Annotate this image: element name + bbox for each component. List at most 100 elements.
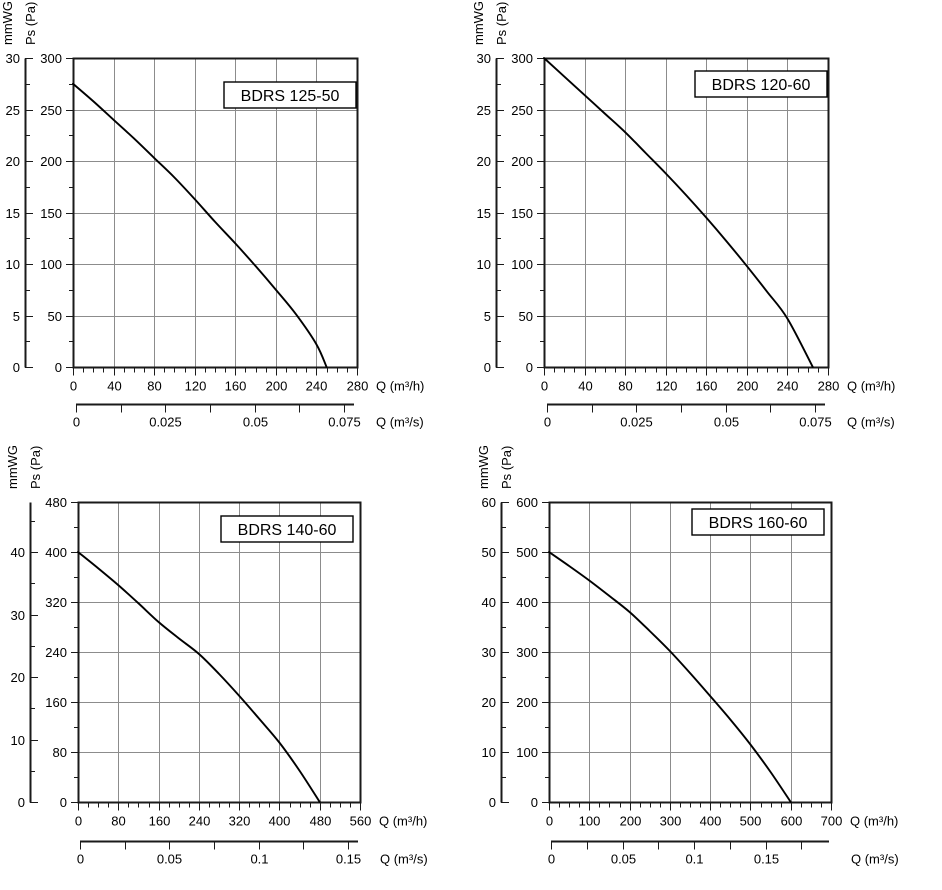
q-hour-tick-label: 600 bbox=[781, 814, 803, 829]
q-hour-unit-label: Q (m³/h) bbox=[376, 379, 424, 394]
mmwg-axis-title: mmWG bbox=[471, 1, 486, 45]
mmwg-tick-label: 50 bbox=[482, 545, 496, 560]
mmwg-axis: 0 5 10 15 20 25 30 bbox=[6, 51, 33, 375]
ps-tick-label: 400 bbox=[45, 545, 67, 560]
mmwg-tick-label: 20 bbox=[6, 154, 20, 169]
ps-tick-label: 160 bbox=[45, 695, 67, 710]
ps-tick-label: 320 bbox=[45, 595, 67, 610]
gridlines bbox=[78, 502, 361, 803]
q-second-tick-label: 0 bbox=[544, 415, 551, 430]
performance-curve bbox=[77, 551, 321, 803]
ps-axis-title: Ps (Pa) bbox=[499, 446, 514, 489]
q-hour-tick-label: 80 bbox=[147, 379, 161, 394]
q-second-axis: 0 0.025 0.05 0.075 bbox=[73, 403, 361, 430]
q-hour-axis: 0 40 80 120 160 200 240 280 bbox=[70, 367, 369, 394]
ps-tick-label: 50 bbox=[519, 309, 533, 324]
mmwg-tick-label: 20 bbox=[477, 154, 491, 169]
q-hour-tick-label: 0 bbox=[546, 814, 553, 829]
q-second-tick-label: 0.1 bbox=[250, 852, 268, 867]
mmwg-tick-label: 25 bbox=[477, 103, 491, 118]
gridlines bbox=[73, 58, 358, 368]
mmwg-tick-label: 15 bbox=[477, 206, 491, 221]
mmwg-tick-label: 10 bbox=[482, 745, 496, 760]
q-second-tick-label: 0.05 bbox=[714, 415, 739, 430]
q-hour-tick-label: 200 bbox=[737, 379, 759, 394]
q-hour-tick-label: 160 bbox=[696, 379, 718, 394]
ps-tick-label: 300 bbox=[40, 51, 62, 66]
performance-curve bbox=[72, 82, 328, 368]
q-hour-tick-label: 560 bbox=[350, 814, 372, 829]
ps-tick-label: 240 bbox=[45, 645, 67, 660]
ps-axis: 0 100 200 300 400 500 600 bbox=[516, 495, 549, 810]
gridlines bbox=[544, 58, 829, 368]
ps-tick-label: 0 bbox=[60, 795, 67, 810]
mmwg-tick-label: 0 bbox=[18, 795, 25, 810]
q-hour-unit-label: Q (m³/h) bbox=[847, 379, 895, 394]
q-hour-tick-label: 700 bbox=[821, 814, 843, 829]
mmwg-tick-label: 25 bbox=[6, 103, 20, 118]
q-hour-tick-label: 280 bbox=[347, 379, 369, 394]
chart-title: BDRS 140-60 bbox=[238, 522, 337, 539]
q-hour-tick-label: 40 bbox=[578, 379, 592, 394]
q-hour-tick-label: 120 bbox=[185, 379, 207, 394]
ps-tick-label: 200 bbox=[516, 695, 538, 710]
mmwg-tick-label: 15 bbox=[6, 206, 20, 221]
q-second-tick-label: 0.025 bbox=[149, 415, 182, 430]
q-hour-tick-label: 480 bbox=[310, 814, 332, 829]
q-second-unit-label: Q (m³/s) bbox=[380, 852, 428, 867]
ps-tick-label: 250 bbox=[40, 103, 62, 118]
mmwg-tick-label: 0 bbox=[484, 360, 491, 375]
chart-title: BDRS 120-60 bbox=[712, 77, 811, 94]
mmwg-tick-label: 10 bbox=[6, 257, 20, 272]
q-hour-tick-label: 240 bbox=[306, 379, 328, 394]
q-hour-tick-label: 160 bbox=[149, 814, 171, 829]
mmwg-tick-label: 40 bbox=[11, 545, 25, 560]
q-second-axis: 0 0.05 0.1 0.15 bbox=[77, 840, 361, 867]
ps-tick-label: 300 bbox=[516, 645, 538, 660]
ps-axis: 0 50 100 150 200 250 300 bbox=[511, 51, 544, 375]
q-second-unit-label: Q (m³/s) bbox=[847, 415, 895, 430]
q-hour-tick-label: 280 bbox=[818, 379, 840, 394]
mmwg-tick-label: 60 bbox=[482, 495, 496, 510]
chart-title: BDRS 160-60 bbox=[709, 515, 808, 532]
chart-title: BDRS 125-50 bbox=[241, 88, 340, 105]
q-second-tick-label: 0.025 bbox=[620, 415, 653, 430]
q-second-tick-label: 0.1 bbox=[685, 852, 703, 867]
q-hour-tick-label: 320 bbox=[229, 814, 251, 829]
chart-title-box bbox=[694, 70, 828, 98]
q-second-tick-label: 0.075 bbox=[799, 415, 832, 430]
q-hour-tick-label: 200 bbox=[266, 379, 288, 394]
mmwg-tick-label: 30 bbox=[482, 645, 496, 660]
ps-tick-label: 0 bbox=[526, 360, 533, 375]
ps-axis: 0 50 100 150 200 250 300 bbox=[40, 51, 73, 375]
mmwg-tick-label: 20 bbox=[11, 670, 25, 685]
mmwg-tick-label: 30 bbox=[11, 608, 25, 623]
q-second-axis: 0 0.05 0.1 0.15 bbox=[548, 840, 829, 867]
q-second-tick-label: 0.05 bbox=[243, 415, 268, 430]
ps-axis-title: Ps (Pa) bbox=[23, 2, 38, 45]
ps-tick-label: 500 bbox=[516, 545, 538, 560]
q-second-tick-label: 0.05 bbox=[611, 852, 636, 867]
ps-tick-label: 0 bbox=[531, 795, 538, 810]
q-hour-tick-label: 200 bbox=[620, 814, 642, 829]
mmwg-tick-label: 30 bbox=[477, 51, 491, 66]
q-hour-tick-label: 240 bbox=[189, 814, 211, 829]
ps-tick-label: 200 bbox=[40, 154, 62, 169]
mmwg-tick-label: 20 bbox=[482, 695, 496, 710]
q-hour-tick-label: 500 bbox=[740, 814, 762, 829]
mmwg-tick-label: 10 bbox=[477, 257, 491, 272]
performance-curve bbox=[543, 57, 814, 368]
ps-tick-label: 150 bbox=[40, 206, 62, 221]
q-second-tick-label: 0.15 bbox=[754, 852, 779, 867]
q-second-tick-label: 0 bbox=[73, 415, 80, 430]
ps-axis-title: Ps (Pa) bbox=[28, 446, 43, 489]
q-second-unit-label: Q (m³/s) bbox=[851, 852, 899, 867]
q-hour-unit-label: Q (m³/h) bbox=[850, 814, 898, 829]
ps-axis: 0 80 160 240 320 400 480 bbox=[45, 495, 78, 810]
chart-panel-1: 0 50 100 150 200 250 300 Ps (Pa) 0 5 10 15 20 25 30 mmW… bbox=[0, 0, 471, 445]
q-hour-axis: 0 40 80 120 160 200 240 280 bbox=[541, 367, 840, 394]
mmwg-tick-label: 10 bbox=[11, 733, 25, 748]
ps-tick-label: 100 bbox=[40, 257, 62, 272]
mmwg-tick-label: 5 bbox=[484, 309, 491, 324]
q-hour-tick-label: 0 bbox=[541, 379, 548, 394]
